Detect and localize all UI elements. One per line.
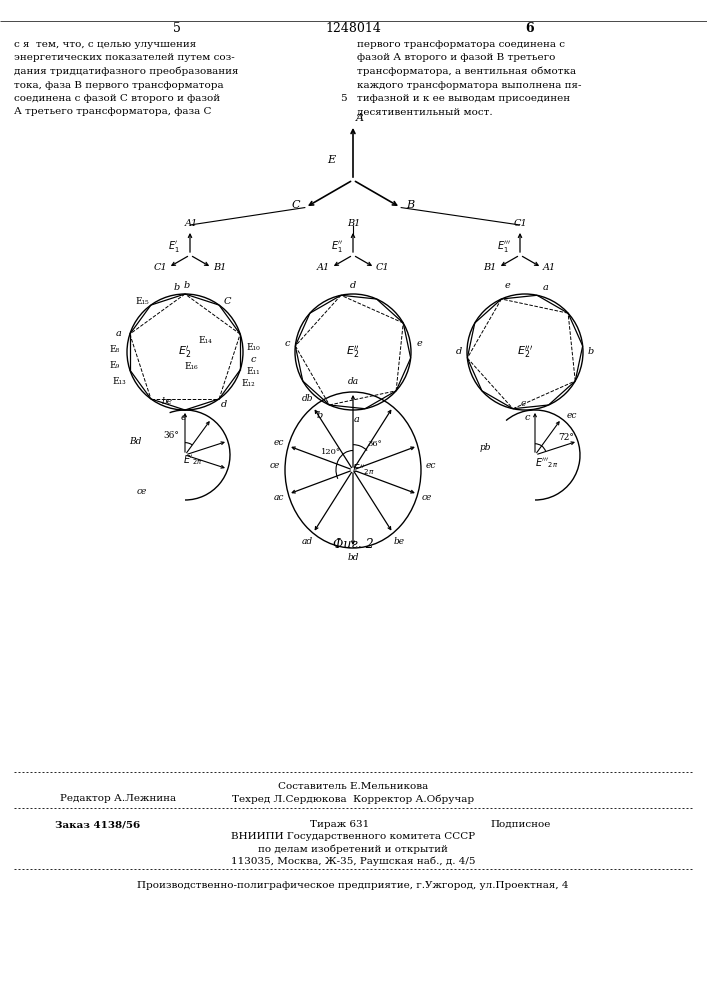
Text: 113035, Москва, Ж-35, Раушская наб., д. 4/5: 113035, Москва, Ж-35, Раушская наб., д. … xyxy=(230,856,475,865)
Text: Заказ 4138/56: Заказ 4138/56 xyxy=(55,820,140,829)
Text: B1: B1 xyxy=(213,263,226,272)
Text: c: c xyxy=(521,399,526,408)
Text: 36°: 36° xyxy=(163,430,179,440)
Text: be: be xyxy=(161,397,173,406)
Text: фазой А второго и фазой В третьего: фазой А второго и фазой В третьего xyxy=(357,53,556,62)
Text: ec: ec xyxy=(566,410,577,420)
Text: 36°: 36° xyxy=(368,440,382,448)
Text: А третьего трансформатора, фаза С: А третьего трансформатора, фаза С xyxy=(14,107,211,116)
Text: ad: ad xyxy=(302,537,312,546)
Text: b: b xyxy=(317,412,323,420)
Text: E₁₃: E₁₃ xyxy=(112,377,126,386)
Text: e: e xyxy=(180,414,186,422)
Text: Техред Л.Сердюкова  Корректор А.Обручар: Техред Л.Сердюкова Корректор А.Обручар xyxy=(232,794,474,804)
Text: 5: 5 xyxy=(340,94,346,103)
Text: a: a xyxy=(542,284,549,292)
Text: $E_1'$: $E_1'$ xyxy=(168,239,180,254)
Text: E₈: E₈ xyxy=(110,346,120,355)
Text: первого трансформатора соединена с: первого трансформатора соединена с xyxy=(357,40,565,49)
Text: E₁₀: E₁₀ xyxy=(246,344,260,353)
Text: 5: 5 xyxy=(173,22,181,35)
Text: bd: bd xyxy=(347,554,358,562)
Text: $E'''_{2\pi}$: $E'''_{2\pi}$ xyxy=(535,456,559,470)
Text: ce: ce xyxy=(270,462,280,471)
Text: A1: A1 xyxy=(185,219,198,228)
Text: энергетических показателей путем соз-: энергетических показателей путем соз- xyxy=(14,53,235,62)
Text: pb: pb xyxy=(479,442,491,452)
Text: $E'_{2\pi}$: $E'_{2\pi}$ xyxy=(183,453,203,467)
Text: Подписное: Подписное xyxy=(490,820,550,829)
Text: b: b xyxy=(588,348,594,357)
Text: C1: C1 xyxy=(153,263,167,272)
Text: E₁₆: E₁₆ xyxy=(184,362,198,371)
Text: c: c xyxy=(525,414,530,422)
Text: da: da xyxy=(347,377,358,386)
Text: C: C xyxy=(291,200,300,211)
Text: Тираж 631: Тираж 631 xyxy=(310,820,369,829)
Text: d: d xyxy=(456,348,462,357)
Text: E₁₄: E₁₄ xyxy=(199,336,212,345)
Text: соединена с фазой С второго и фазой: соединена с фазой С второго и фазой xyxy=(14,94,220,103)
Text: тифазной и к ее выводам присоединен: тифазной и к ее выводам присоединен xyxy=(357,94,570,103)
Text: b: b xyxy=(174,284,180,292)
Text: E₁₅: E₁₅ xyxy=(135,297,149,306)
Text: a: a xyxy=(354,414,360,424)
Text: e: e xyxy=(416,340,422,349)
Text: 6: 6 xyxy=(526,22,534,35)
Text: 1248014: 1248014 xyxy=(325,22,381,35)
Text: C1: C1 xyxy=(376,263,390,272)
Text: A1: A1 xyxy=(317,263,330,272)
Text: B: B xyxy=(407,200,415,211)
Text: Составитель Е.Мельникова: Составитель Е.Мельникова xyxy=(278,782,428,791)
Text: E₉: E₉ xyxy=(110,361,120,370)
Text: E₁₁: E₁₁ xyxy=(246,367,259,376)
Text: по делам изобретений и открытий: по делам изобретений и открытий xyxy=(258,844,448,854)
Text: с я  тем, что, с целью улучшения: с я тем, что, с целью улучшения xyxy=(14,40,197,49)
Text: Фиг. 2: Фиг. 2 xyxy=(332,538,373,552)
Text: c: c xyxy=(250,356,256,364)
Text: a: a xyxy=(116,330,122,338)
Text: десятивентильный мост.: десятивентильный мост. xyxy=(357,107,493,116)
Text: ce: ce xyxy=(422,493,433,502)
Text: $E_1''$: $E_1''$ xyxy=(331,239,344,254)
Text: $E_1'''$: $E_1'''$ xyxy=(497,239,511,254)
Text: $E''_{2\pi}$: $E''_{2\pi}$ xyxy=(351,463,375,477)
Text: d: d xyxy=(221,400,227,409)
Text: C: C xyxy=(224,297,232,306)
Text: A: A xyxy=(356,113,364,123)
Text: ec: ec xyxy=(274,438,284,447)
Text: каждого трансформатора выполнена пя-: каждого трансформатора выполнена пя- xyxy=(357,81,581,90)
Text: ec: ec xyxy=(426,462,436,471)
Text: c: c xyxy=(284,340,290,349)
Text: Редактор А.Лежнина: Редактор А.Лежнина xyxy=(60,794,176,803)
Text: ВНИИПИ Государственного комитета СССР: ВНИИПИ Государственного комитета СССР xyxy=(231,832,475,841)
Text: C1: C1 xyxy=(514,219,528,228)
Text: b: b xyxy=(184,282,190,290)
Text: E: E xyxy=(327,155,335,165)
Text: $E_2'$: $E_2'$ xyxy=(178,344,192,360)
Text: Bd: Bd xyxy=(129,436,141,446)
Text: d: d xyxy=(350,280,356,290)
Text: $E_2'''$: $E_2'''$ xyxy=(517,344,533,360)
Text: ac: ac xyxy=(274,493,284,502)
Text: Производственно-полиграфическое предприятие, г.Ужгород, ул.Проектная, 4: Производственно-полиграфическое предприя… xyxy=(137,881,568,890)
Text: тока, фаза В первого трансформатора: тока, фаза В первого трансформатора xyxy=(14,81,223,90)
Text: be: be xyxy=(393,537,404,546)
Text: 120°: 120° xyxy=(321,448,341,456)
Text: e: e xyxy=(505,282,510,290)
Text: E₁₂: E₁₂ xyxy=(241,379,255,388)
Text: $E_2''$: $E_2''$ xyxy=(346,344,360,360)
Text: дания тридцатифазного преобразования: дания тридцатифазного преобразования xyxy=(14,67,238,77)
Text: B1: B1 xyxy=(484,263,497,272)
Text: ce: ce xyxy=(137,488,147,496)
Text: B1: B1 xyxy=(347,219,361,228)
Text: A1: A1 xyxy=(543,263,556,272)
Text: 72°: 72° xyxy=(558,432,574,442)
Text: трансформатора, а вентильная обмотка: трансформатора, а вентильная обмотка xyxy=(357,67,576,77)
Text: db: db xyxy=(301,394,313,403)
